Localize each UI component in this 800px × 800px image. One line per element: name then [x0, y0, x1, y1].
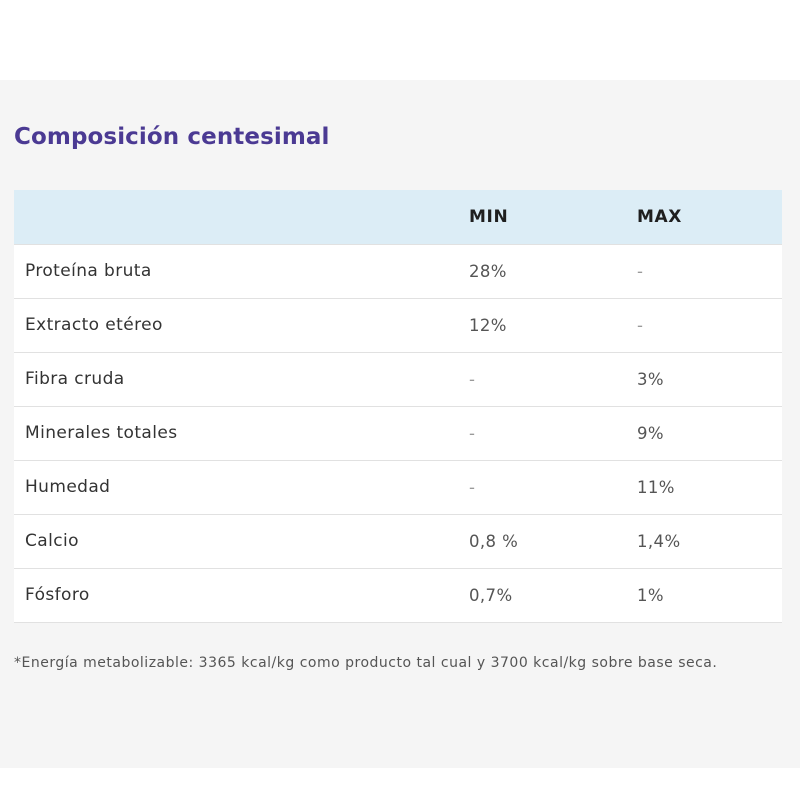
min-value: 28% — [469, 243, 637, 298]
nutrient-name: Extracto etéreo — [14, 297, 469, 352]
min-value: 12% — [469, 297, 637, 352]
table-row: Calcio 0,8 % 1,4% — [14, 513, 782, 568]
nutrient-name: Fósforo — [14, 567, 469, 623]
max-value: 3% — [637, 351, 782, 406]
min-value: 0,8 % — [469, 513, 637, 568]
max-value: - — [637, 243, 782, 298]
nutrient-name: Proteína bruta — [14, 243, 469, 298]
table-row: Fósforo 0,7% 1% — [14, 567, 782, 623]
max-value: 1,4% — [637, 513, 782, 568]
section-title: Composición centesimal — [14, 124, 330, 150]
nutrient-name: Fibra cruda — [14, 351, 469, 406]
table-row: Minerales totales - 9% — [14, 405, 782, 460]
nutrient-name: Humedad — [14, 459, 469, 514]
table-row: Humedad - 11% — [14, 459, 782, 514]
max-value: 9% — [637, 405, 782, 460]
max-value: 11% — [637, 459, 782, 514]
footnote: *Energía metabolizable: 3365 kcal/kg com… — [14, 655, 718, 671]
table-row: Fibra cruda - 3% — [14, 351, 782, 406]
composition-table: MIN MAX Proteína bruta 28% - Extracto et… — [14, 190, 782, 623]
min-value: - — [469, 351, 637, 406]
max-value: - — [637, 297, 782, 352]
table-header-row: MIN MAX — [14, 190, 782, 244]
max-value: 1% — [637, 567, 782, 623]
min-value: - — [469, 405, 637, 460]
min-value: 0,7% — [469, 567, 637, 623]
header-min: MIN — [469, 206, 509, 227]
nutrient-name: Minerales totales — [14, 405, 469, 460]
header-nutrient — [14, 190, 469, 244]
header-max: MAX — [637, 206, 682, 227]
min-value: - — [469, 459, 637, 514]
table-row: Extracto etéreo 12% - — [14, 297, 782, 352]
nutrient-name: Calcio — [14, 513, 469, 568]
table-row: Proteína bruta 28% - — [14, 243, 782, 298]
